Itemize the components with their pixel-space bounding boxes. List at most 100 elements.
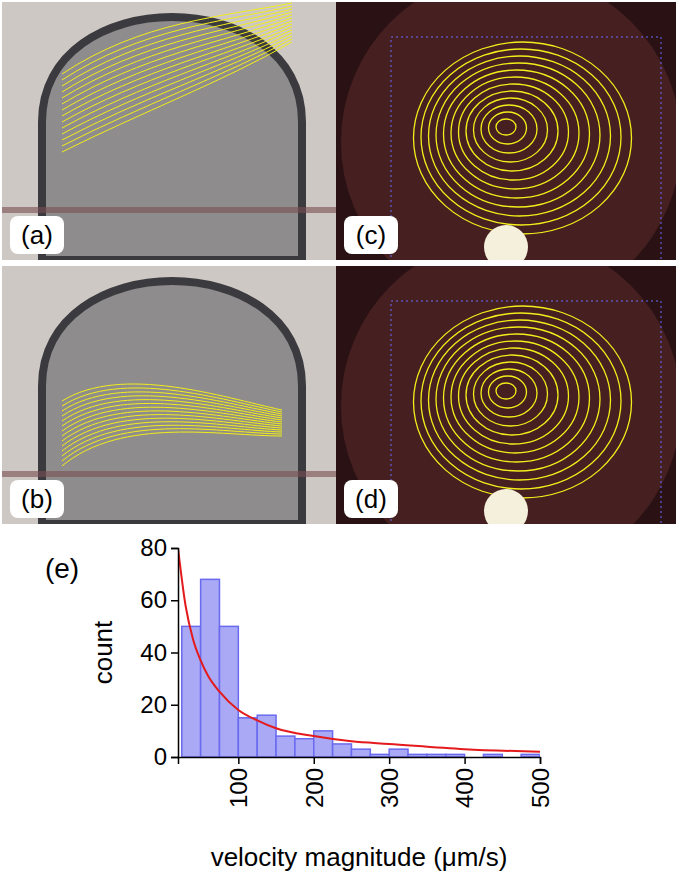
y-tick-mark (171, 548, 178, 550)
streamline (414, 42, 632, 234)
y-axis: 0 20 40 60 80 (140, 534, 178, 770)
highlight (484, 225, 528, 260)
panel-label-box: (d) (344, 480, 398, 518)
streamline (489, 112, 527, 144)
streamline (459, 84, 569, 180)
droplet (42, 17, 302, 260)
x-axis-title: velocity magnitude (μm/s) (211, 842, 508, 872)
photo (2, 2, 342, 260)
streamline (62, 21, 292, 110)
photo-background (2, 2, 342, 260)
highlight (484, 489, 528, 524)
photo-panel: (d) (336, 236, 678, 576)
y-tick: 0 (154, 743, 178, 770)
streamline (62, 27, 292, 122)
droplet (42, 281, 302, 524)
x-tick-mark (464, 757, 466, 764)
streamline (436, 63, 600, 207)
y-tick: 40 (140, 639, 178, 666)
fit-curve (178, 548, 540, 752)
x-axis: 100 200 300 400 500 (179, 757, 554, 808)
streamline (62, 429, 282, 461)
photo-panel: (b) (2, 266, 342, 524)
y-tick-label: 60 (140, 586, 167, 613)
streamline (62, 396, 282, 416)
streamline (62, 422, 282, 451)
streamline (466, 355, 558, 435)
panel-label-background (10, 480, 64, 518)
panel-label: (d) (355, 484, 387, 514)
streamline (62, 425, 282, 456)
substrate-line (2, 207, 342, 213)
panel-label: (e) (45, 553, 79, 584)
x-tick: 200 (301, 757, 328, 808)
bar (295, 739, 314, 757)
streamline (62, 392, 282, 414)
panel-label: (a) (21, 220, 53, 250)
panel-label-background (344, 480, 398, 518)
x-tick-label: 300 (376, 768, 403, 808)
y-tick-label: 40 (140, 639, 167, 666)
x-tick-mark (314, 757, 316, 764)
streamline (62, 415, 282, 441)
plot-marks (178, 548, 540, 757)
roi-box (391, 37, 661, 260)
bar (427, 754, 446, 757)
streamline (421, 49, 621, 225)
bar (446, 754, 465, 757)
bar (389, 749, 408, 757)
streamline (429, 320, 611, 480)
y-tick: 20 (140, 691, 178, 718)
streamline (489, 376, 527, 408)
y-tick: 80 (140, 534, 178, 561)
bar (276, 736, 295, 757)
photo (336, 2, 676, 260)
x-tick: 400 (451, 757, 478, 808)
x-tick-mark (238, 757, 240, 764)
x-tick-label: 100 (225, 768, 252, 808)
panel-label: (b) (21, 484, 53, 514)
histogram-chart: 020406080100200300400500(e)countvelocity… (45, 534, 554, 872)
streamline (459, 348, 569, 444)
x-axis-line (179, 758, 541, 765)
bar (238, 718, 257, 757)
panel-label-background (344, 216, 398, 254)
bar (483, 754, 502, 757)
photo-background (2, 266, 342, 524)
photo (336, 266, 676, 524)
panel-label-box: (c) (344, 216, 398, 254)
y-tick-mark (171, 705, 178, 707)
streamline (62, 6, 292, 80)
y-tick: 60 (140, 586, 178, 613)
bar (182, 626, 201, 757)
streamline (481, 369, 537, 417)
bar (314, 731, 333, 757)
streamline (436, 327, 600, 471)
bar (521, 754, 540, 757)
y-tick-label: 20 (140, 691, 167, 718)
streamline (62, 384, 282, 410)
streamline (481, 105, 537, 153)
panel-label-box: (b) (10, 480, 64, 518)
streamline (62, 388, 282, 412)
y-tick-label: 0 (154, 743, 167, 770)
streamline (444, 70, 590, 198)
photo-panel: (a) (2, 2, 342, 260)
panel-label-background (10, 216, 64, 254)
streamline (414, 306, 632, 498)
x-tick: 500 (527, 757, 554, 808)
streamline (496, 383, 516, 399)
y-tick-mark (171, 757, 178, 759)
bar (333, 744, 352, 757)
streamline (62, 3, 292, 74)
bar (351, 749, 370, 757)
x-tick: 100 (225, 757, 252, 808)
y-tick-mark (171, 600, 178, 602)
streamline (444, 334, 590, 462)
y-tick-mark (171, 652, 178, 654)
bar (219, 626, 238, 757)
roi-box (391, 301, 661, 524)
droplet (341, 266, 676, 524)
streamline (62, 36, 292, 140)
streamline (496, 119, 516, 135)
